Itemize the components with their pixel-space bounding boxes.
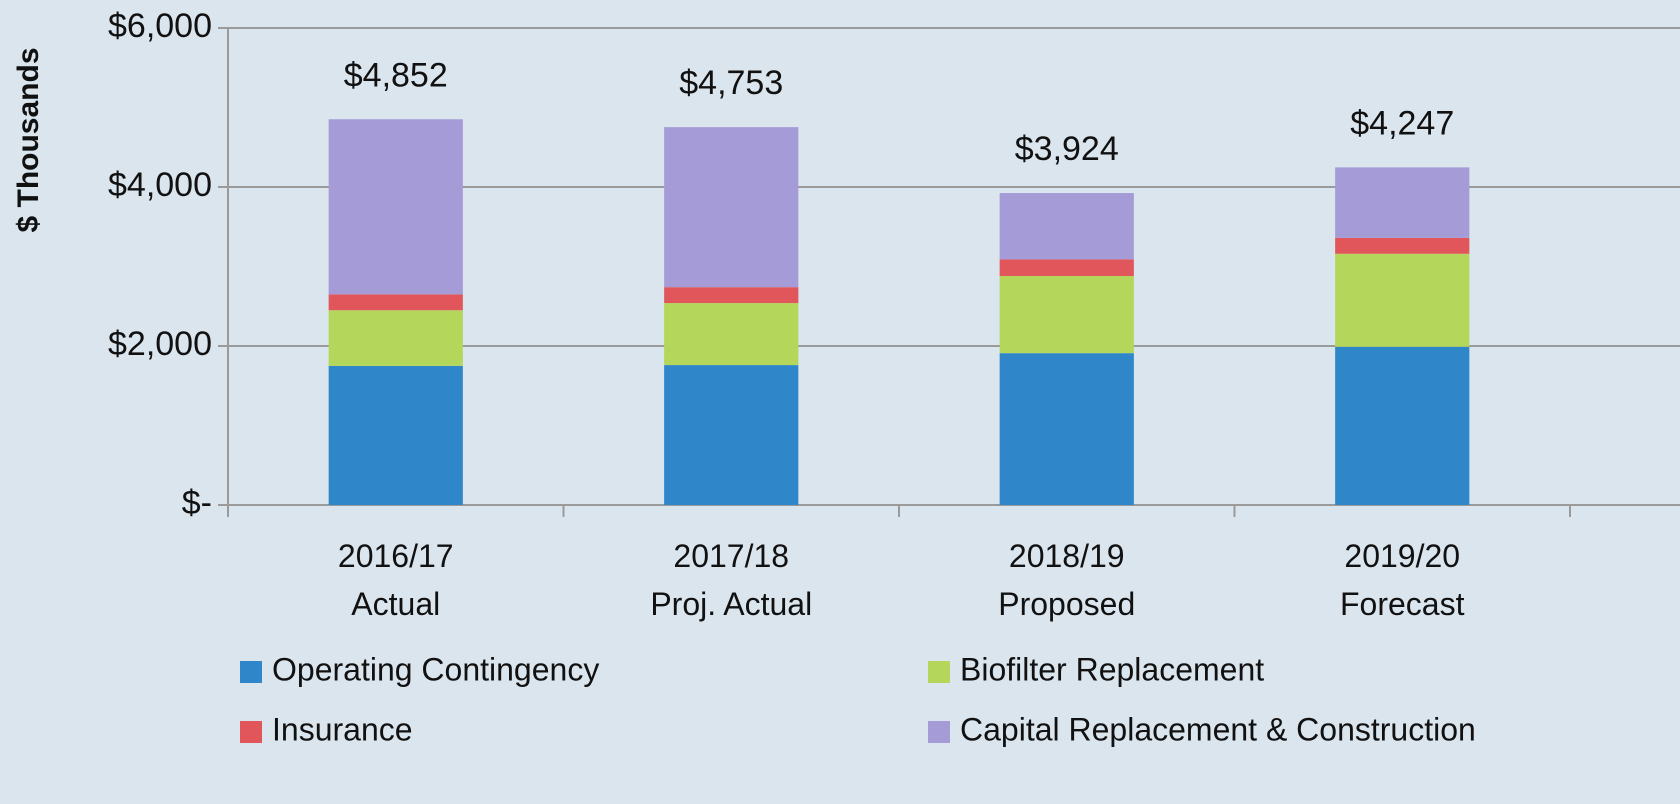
bar-segment	[328, 119, 463, 295]
bar-segment	[328, 310, 463, 366]
bar-segment	[664, 127, 799, 288]
bar-segment	[999, 193, 1134, 260]
bar-segment	[1335, 167, 1470, 238]
total-label: $3,924	[1015, 130, 1119, 168]
y-tick-label: $4,000	[108, 166, 212, 204]
x-tick-label: 2018/19 Proposed	[998, 538, 1136, 622]
y-tick-label: $6,000	[108, 7, 212, 45]
total-label: $4,247	[1350, 104, 1454, 142]
bar-segment	[1335, 253, 1470, 347]
bar-segment	[664, 287, 799, 304]
bar-segment	[999, 353, 1134, 505]
bar-segment	[999, 276, 1134, 354]
x-tick-label: 2016/17 Actual	[337, 538, 454, 622]
y-axis-label: $ Thousands	[12, 47, 45, 232]
total-label: $4,753	[679, 64, 783, 102]
bar-segment	[664, 365, 799, 505]
legend-label: Insurance	[272, 711, 413, 747]
legend-swatch	[240, 721, 262, 743]
y-tick-label: $2,000	[108, 325, 212, 363]
x-tick-label: 2017/18 Proj. Actual	[650, 538, 813, 622]
legend-swatch	[928, 661, 950, 683]
legend-swatch	[928, 721, 950, 743]
legend-label: Capital Replacement & Construction	[960, 711, 1476, 747]
y-tick-label: $-	[182, 484, 212, 522]
bar-segment	[328, 365, 463, 505]
legend-label: Operating Contingency	[272, 651, 599, 687]
bar-segment	[1335, 237, 1470, 254]
total-label: $4,852	[344, 56, 448, 94]
legend-label: Biofilter Replacement	[960, 651, 1264, 687]
bar-segment	[664, 303, 799, 366]
bar-segment	[1335, 346, 1470, 505]
bar-segment	[328, 294, 463, 311]
legend-swatch	[240, 661, 262, 683]
bar-segment	[999, 259, 1134, 277]
x-tick-label: 2019/20 Forecast	[1340, 538, 1465, 622]
